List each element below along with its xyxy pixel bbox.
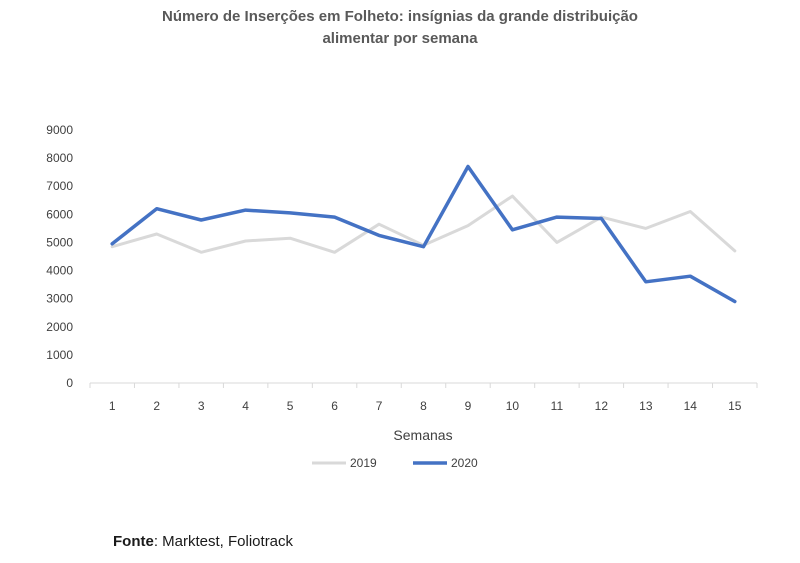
- x-tick-label: 1: [109, 399, 116, 413]
- chart-title: Número de Inserções em Folheto: insígnia…: [0, 6, 800, 50]
- x-tick-label: 11: [551, 399, 564, 413]
- x-tick-label: 4: [242, 399, 249, 413]
- x-tick-label: 6: [331, 399, 338, 413]
- x-tick-label: 3: [198, 399, 205, 413]
- y-tick-label: 8000: [46, 151, 73, 165]
- series-line-2020: [110, 164, 737, 304]
- x-tick-label: 9: [465, 399, 472, 413]
- y-tick-label: 0: [66, 376, 73, 390]
- y-tick-label: 4000: [46, 264, 73, 278]
- y-tick-label: 7000: [46, 179, 73, 193]
- chart-title-line-1: Número de Inserções em Folheto: insígnia…: [162, 8, 638, 25]
- y-tick-label: 6000: [46, 207, 73, 221]
- y-tick-label: 9000: [46, 123, 73, 137]
- x-tick-label: 10: [506, 399, 520, 413]
- legend-label-2019: 2019: [350, 456, 377, 470]
- x-tick-label: 12: [595, 399, 609, 413]
- y-tick-label: 3000: [46, 292, 73, 306]
- y-tick-label: 1000: [46, 348, 73, 362]
- legend-label-2020: 2020: [451, 456, 478, 470]
- source-label: Fonte: [113, 533, 154, 550]
- x-tick-label: 7: [376, 399, 383, 413]
- x-tick-label: 5: [287, 399, 294, 413]
- chart-title-line-2: alimentar por semana: [322, 30, 478, 47]
- x-tick-label: 2: [153, 399, 160, 413]
- y-axis: 0 1000 2000 3000 4000 5000 6000 7000 8000 9000: [46, 123, 73, 390]
- x-axis-title: Semanas: [393, 427, 452, 443]
- x-tick-label: 15: [728, 399, 742, 413]
- series-layer: [110, 164, 737, 304]
- x-tick-label: 14: [684, 399, 698, 413]
- y-tick-label: 5000: [46, 235, 73, 249]
- x-tick-label: 8: [420, 399, 427, 413]
- y-tick-label: 2000: [46, 320, 73, 334]
- source-text: : Marktest, Foliotrack: [153, 533, 294, 550]
- source-note: Fonte: Marktest, Foliotrack: [113, 533, 293, 550]
- legend: 2019 2020: [312, 456, 478, 470]
- x-tick-label: 13: [639, 399, 653, 413]
